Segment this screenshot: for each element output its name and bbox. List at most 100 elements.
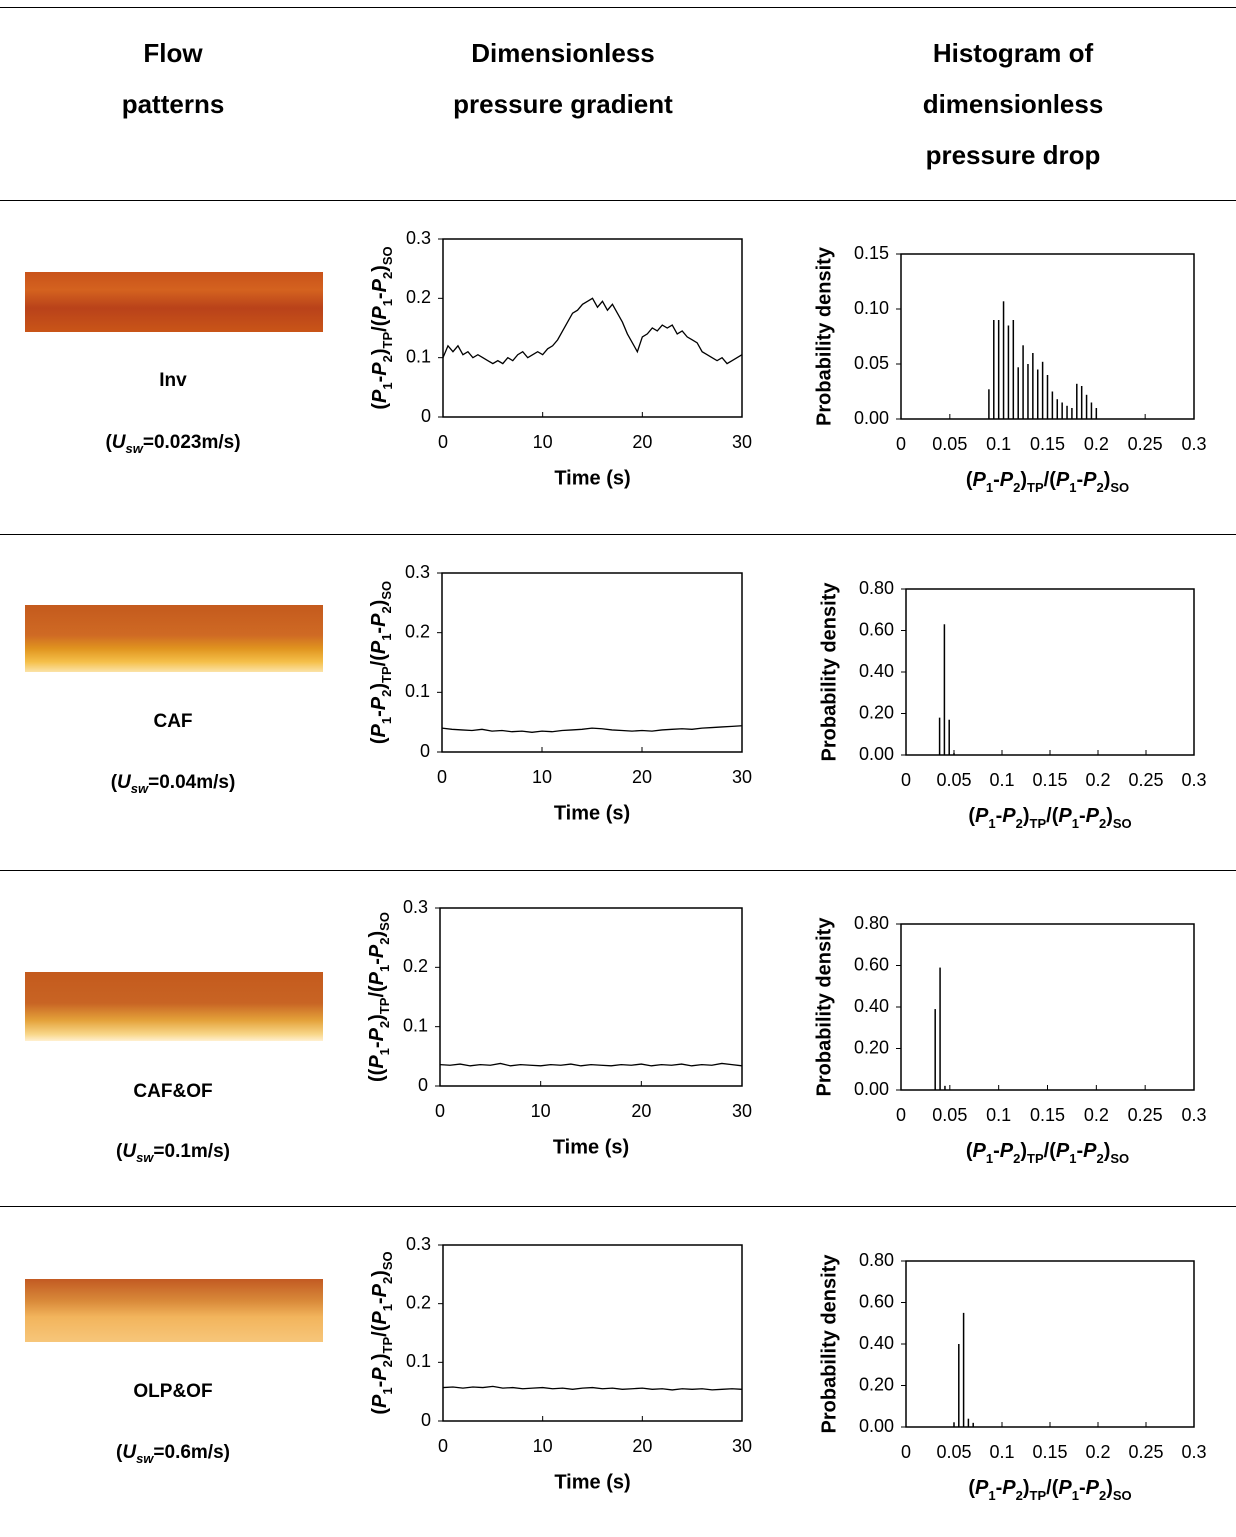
x-tick-label: 30 bbox=[732, 1101, 752, 1121]
label-part: 1 bbox=[379, 717, 394, 724]
label-part: /( bbox=[369, 319, 391, 332]
label-part: P bbox=[973, 1140, 987, 1162]
histogram-bar bbox=[1085, 394, 1088, 419]
label-part: /( bbox=[366, 985, 388, 998]
label-part: - bbox=[996, 805, 1003, 827]
plot-frame bbox=[442, 238, 743, 418]
histogram-bar bbox=[972, 1422, 974, 1427]
column-header: Flow patterns bbox=[0, 28, 353, 130]
label-part: 1 bbox=[1069, 1151, 1076, 1166]
label-part: /( bbox=[1046, 1477, 1059, 1499]
plot-frame bbox=[900, 923, 1195, 1091]
x-tick-label: 0.2 bbox=[1085, 1442, 1110, 1462]
x-tick-label: 20 bbox=[631, 1101, 651, 1121]
y-axis-label: ((P1-P2)TP/(P1-P2)SO bbox=[366, 912, 392, 1082]
subscript: sw bbox=[130, 780, 149, 796]
histogram-bar bbox=[938, 717, 941, 755]
label-part: 2 bbox=[380, 272, 395, 279]
subscript: sw bbox=[136, 1450, 154, 1466]
y-tick-label: 0.20 bbox=[859, 702, 894, 722]
histogram-bar bbox=[934, 1009, 936, 1090]
pattern-label: Inv bbox=[159, 370, 187, 391]
label-part: P bbox=[369, 362, 391, 376]
y-tick-label: 0 bbox=[421, 1410, 431, 1430]
x-tick-label: 30 bbox=[732, 1436, 752, 1456]
label-part: TP bbox=[380, 332, 395, 349]
x-tick-label: 0.1 bbox=[986, 434, 1011, 454]
y-tick-label: 0.00 bbox=[859, 1416, 894, 1436]
label-part: P bbox=[1056, 1140, 1070, 1162]
label-part: ) bbox=[1023, 805, 1030, 827]
x-tick-label: 0.25 bbox=[1128, 1105, 1163, 1125]
histogram-bar bbox=[1046, 375, 1049, 419]
label-part: P bbox=[1086, 1477, 1100, 1499]
x-axis-label: (P1-P2)TP/(P1-P2)SO bbox=[966, 1140, 1129, 1166]
header-line: Flow bbox=[143, 38, 203, 68]
y-tick-label: 0.60 bbox=[859, 1291, 894, 1311]
y-tick-label: 0.40 bbox=[859, 661, 894, 681]
y-tick-label: 0.3 bbox=[406, 228, 431, 248]
label-part: P bbox=[1000, 469, 1014, 491]
label-part: TP bbox=[1030, 816, 1047, 831]
x-tick-label: 0.15 bbox=[1032, 770, 1067, 790]
x-axis-label: Time (s) bbox=[554, 1471, 630, 1493]
label-part: SO bbox=[380, 246, 395, 265]
y-tick-label: 0.60 bbox=[854, 954, 889, 974]
symbol: U bbox=[122, 1442, 137, 1463]
header-line: dimensionless bbox=[922, 89, 1104, 119]
label-part: 1 bbox=[1069, 480, 1076, 495]
label-part: 2 bbox=[1016, 1488, 1023, 1503]
y-tick-label: 0.2 bbox=[406, 287, 431, 307]
label-part: 1 bbox=[380, 1387, 395, 1394]
label-part: ( bbox=[966, 469, 973, 491]
x-tick-label: 0.1 bbox=[989, 1442, 1014, 1462]
label-part: 1 bbox=[986, 480, 993, 495]
y-tick-label: 0.20 bbox=[854, 1037, 889, 1057]
y-tick-label: 0.2 bbox=[406, 1292, 431, 1312]
label-part: 2 bbox=[1013, 1151, 1020, 1166]
label-part: P bbox=[1058, 805, 1072, 827]
histogram-bar bbox=[1090, 402, 1093, 419]
x-tick-label: 0 bbox=[438, 432, 448, 452]
velocity-label: (Usw=0.04m/s) bbox=[40, 772, 306, 796]
histogram-bar bbox=[1027, 364, 1029, 419]
histogram-bar bbox=[1012, 320, 1015, 419]
x-tick-label: 0.1 bbox=[986, 1105, 1011, 1125]
x-tick-label: 10 bbox=[532, 767, 552, 787]
rule bbox=[0, 200, 1236, 201]
histogram-bar bbox=[967, 1418, 970, 1427]
label-part: P bbox=[368, 640, 390, 654]
label-part: P bbox=[366, 971, 388, 985]
header-line: Histogram of bbox=[932, 38, 1094, 68]
x-tick-label: 0.05 bbox=[932, 434, 967, 454]
label-part: (( bbox=[366, 1068, 388, 1082]
label-part: - bbox=[369, 376, 391, 383]
label-part: P bbox=[368, 696, 390, 710]
label-part: ) bbox=[1104, 1140, 1111, 1162]
label-part: ) bbox=[1106, 1477, 1113, 1499]
label-part: - bbox=[1079, 805, 1086, 827]
x-tick-label: 0 bbox=[435, 1101, 445, 1121]
y-tick-label: 0.15 bbox=[854, 243, 889, 263]
label-part: P bbox=[1000, 1140, 1014, 1162]
x-tick-label: 10 bbox=[533, 1436, 553, 1456]
histogram-bar bbox=[953, 752, 955, 755]
paren: ( bbox=[116, 1442, 123, 1463]
label-part: /( bbox=[1044, 469, 1057, 491]
histogram-bar bbox=[944, 1085, 946, 1090]
label-part: 2 bbox=[1096, 480, 1103, 495]
label-part: ( bbox=[968, 1477, 975, 1499]
rule bbox=[0, 870, 1236, 871]
x-tick-label: 0.3 bbox=[1181, 1105, 1206, 1125]
velocity-label: (Usw=0.6m/s) bbox=[40, 1442, 306, 1466]
velocity-label: (Usw=0.1m/s) bbox=[40, 1141, 306, 1165]
label-part: SO bbox=[1110, 480, 1129, 495]
label-part: P bbox=[369, 278, 391, 292]
y-tick-label: 0.1 bbox=[403, 1015, 428, 1035]
histogram-bar bbox=[1007, 325, 1010, 419]
x-tick-label: 30 bbox=[732, 767, 752, 787]
x-tick-label: 0.15 bbox=[1030, 434, 1065, 454]
x-tick-label: 0.05 bbox=[932, 1105, 967, 1125]
y-tick-label: 0.40 bbox=[854, 996, 889, 1016]
